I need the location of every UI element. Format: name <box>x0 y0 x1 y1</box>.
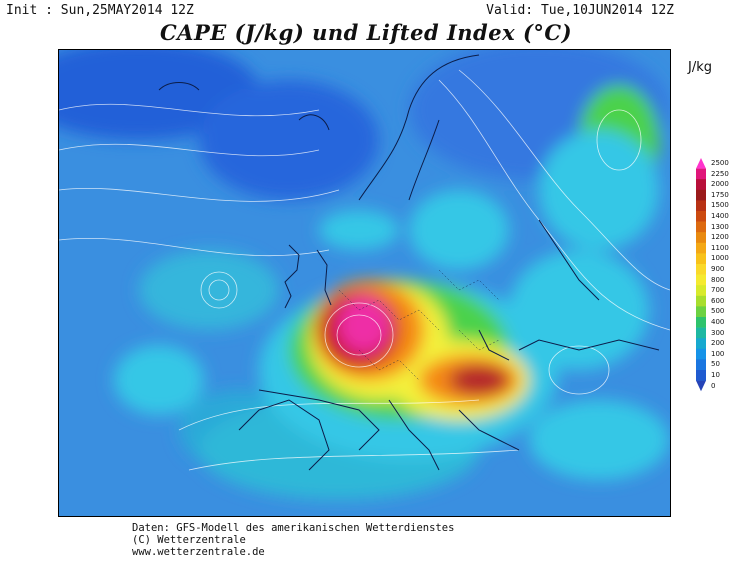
legend-swatch <box>696 306 706 318</box>
legend-swatch <box>696 168 706 180</box>
coastlines <box>158 54 660 471</box>
legend-level-label: 900 <box>711 265 725 273</box>
legend-level-label: 1500 <box>711 201 729 210</box>
legend-level-label: 1400 <box>711 212 729 220</box>
footer-line-1: Daten: GFS-Modell des amerikanischen Wet… <box>132 522 455 534</box>
legend-swatch <box>696 348 706 360</box>
init-time-label: Init : Sun,25MAY2014 12Z <box>6 3 194 18</box>
legend-level-label: 2250 <box>711 169 729 178</box>
legend-level-label: 600 <box>711 296 725 305</box>
legend-level-label: 300 <box>711 328 725 337</box>
legend-level-label: 500 <box>711 307 725 316</box>
isolines <box>59 69 670 471</box>
legend-level-label: 800 <box>711 275 725 284</box>
legend-swatch <box>696 264 706 275</box>
legend-swatch <box>696 221 706 233</box>
legend-swatch <box>696 370 706 381</box>
legend-swatch <box>696 317 706 328</box>
legend-swatch <box>696 242 706 254</box>
legend-level-label: 1300 <box>711 222 729 231</box>
valid-time-label: Valid: Tue,10JUN2014 12Z <box>486 3 674 18</box>
legend-swatch <box>696 274 706 286</box>
legend-level-label: 10 <box>711 371 720 379</box>
legend-level-label: 2000 <box>711 180 729 189</box>
cape-field <box>59 50 669 500</box>
cape-map-svg <box>59 50 670 516</box>
legend-swatch <box>696 338 706 350</box>
legend-level-label: 50 <box>711 360 720 369</box>
legend-swatch <box>696 189 706 201</box>
legend-swatch <box>696 200 706 212</box>
cape-map <box>58 49 671 517</box>
legend-level-label: 1750 <box>711 190 729 199</box>
legend-level-label: 0 <box>711 381 716 390</box>
legend-level-label: 700 <box>711 286 725 295</box>
legend-level-label: 1100 <box>711 243 729 252</box>
legend-swatch <box>696 179 706 191</box>
legend-swatch <box>696 359 706 371</box>
legend-level-label: 400 <box>711 318 725 326</box>
legend-swatch <box>696 232 706 244</box>
legend-level-label: 2500 <box>711 159 729 167</box>
legend-level-label: 200 <box>711 339 725 348</box>
legend-swatch <box>696 253 706 265</box>
legend-swatch <box>696 380 706 392</box>
footer-line-3: www.wetterzentrale.de <box>132 546 265 558</box>
color-legend <box>696 158 706 392</box>
footer: Daten: GFS-Modell des amerikanischen Wet… <box>132 522 454 558</box>
legend-level-label: 1000 <box>711 254 729 263</box>
legend-unit: J/kg <box>688 60 712 75</box>
legend-level-label: 1200 <box>711 233 729 242</box>
map-title: CAPE (J/kg) und Lifted Index (°C) <box>159 20 573 45</box>
legend-level-label: 100 <box>711 349 725 358</box>
legend-swatch <box>696 295 706 307</box>
legend-swatch <box>696 285 706 297</box>
borders <box>338 269 500 381</box>
legend-swatch <box>696 327 706 339</box>
legend-swatch <box>696 211 706 222</box>
legend-swatch <box>696 158 706 169</box>
footer-line-2: (C) Wetterzentrale <box>132 534 246 546</box>
